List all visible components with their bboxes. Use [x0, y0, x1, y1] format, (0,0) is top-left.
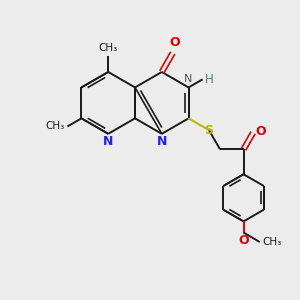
Text: O: O: [169, 36, 180, 49]
Text: N: N: [103, 135, 113, 148]
Text: CH₃: CH₃: [99, 44, 118, 53]
Text: O: O: [238, 234, 249, 247]
Text: N: N: [157, 135, 167, 148]
Text: CH₃: CH₃: [46, 122, 65, 131]
Text: S: S: [205, 124, 214, 136]
Text: O: O: [256, 125, 266, 138]
Text: CH₃: CH₃: [262, 237, 281, 247]
Text: N: N: [184, 74, 193, 84]
Text: H: H: [205, 73, 214, 86]
